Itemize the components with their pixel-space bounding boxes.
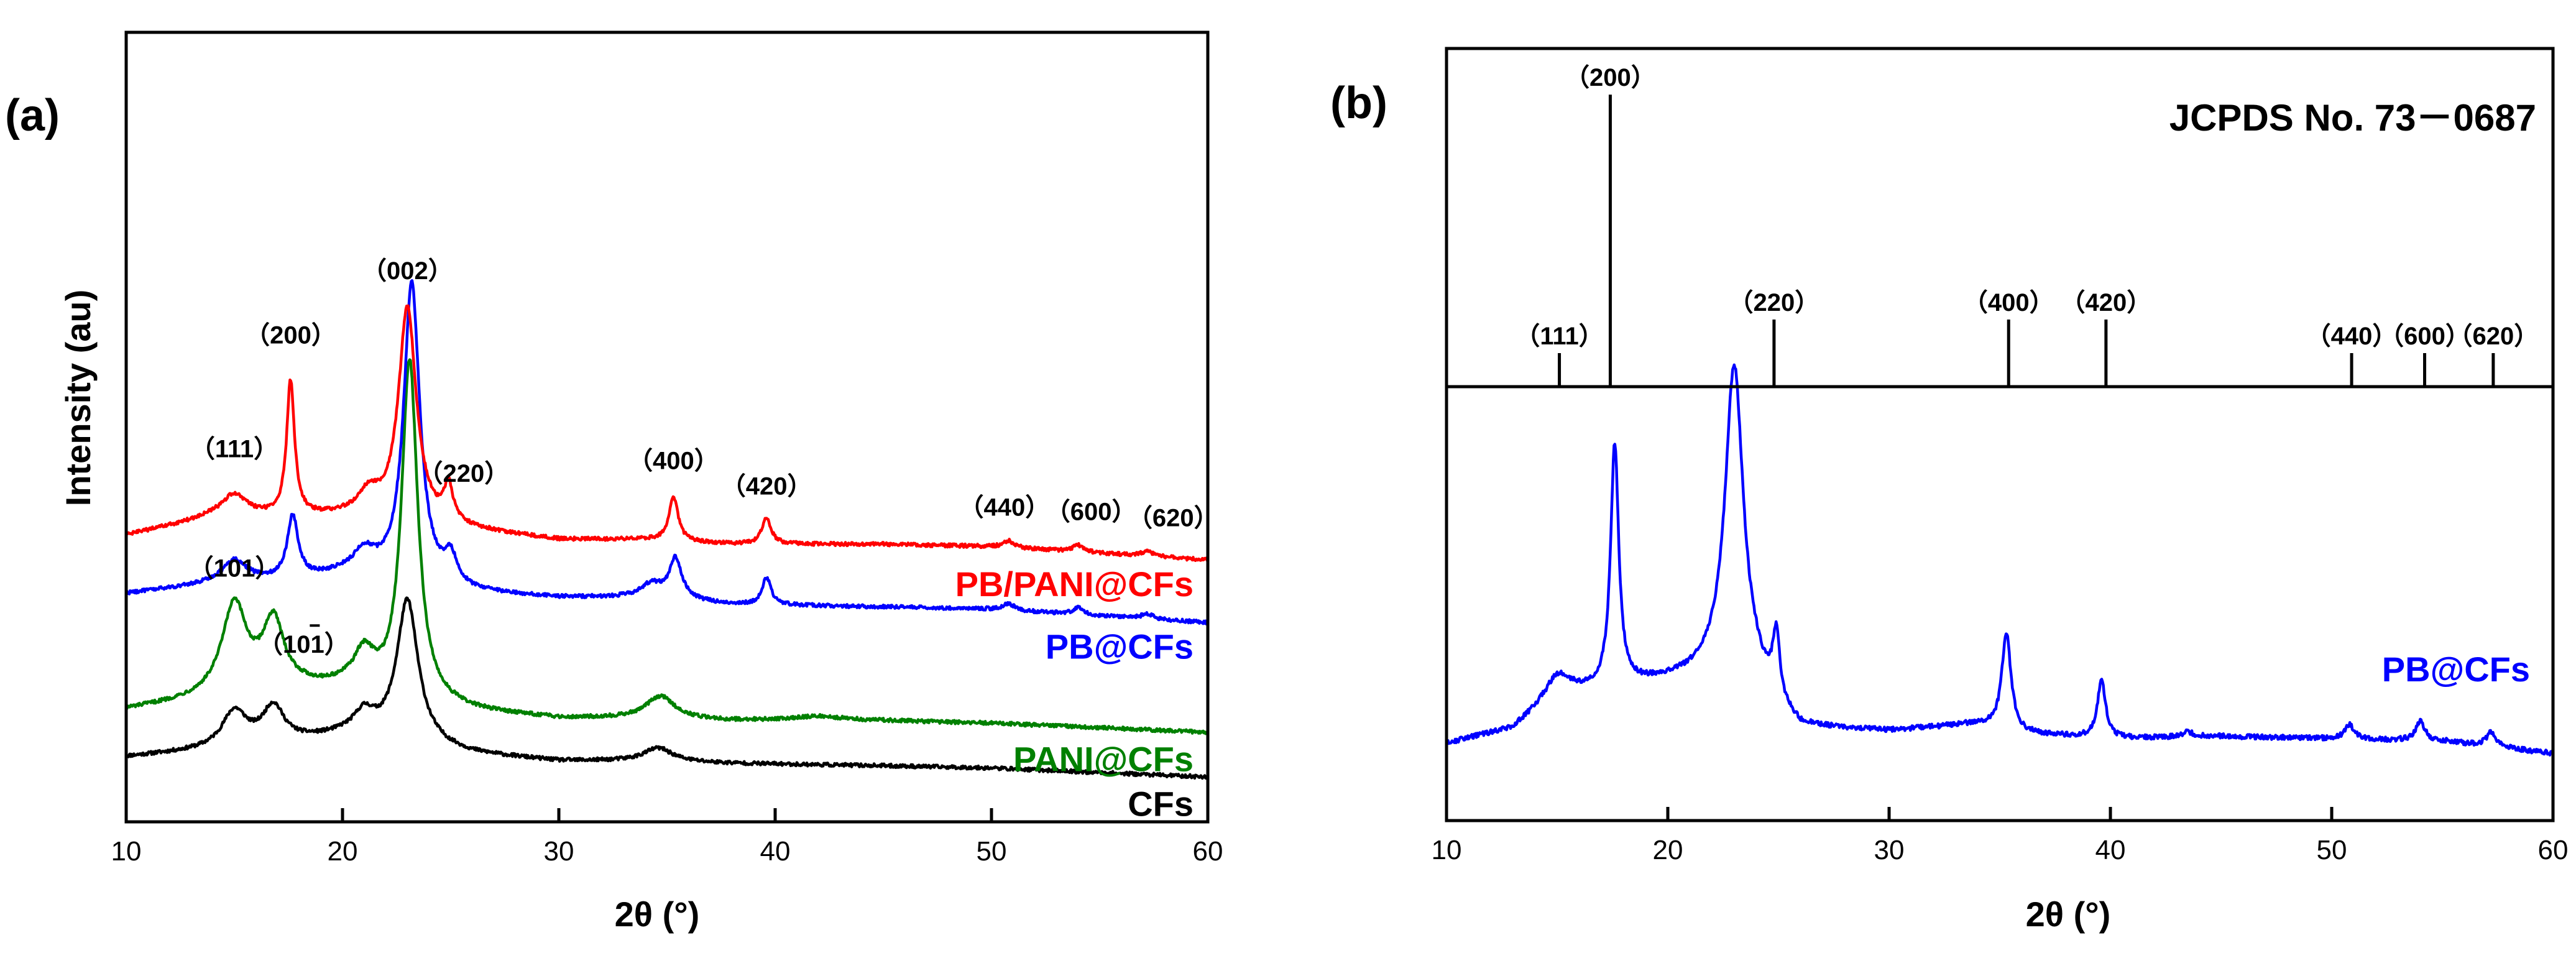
series-line-pb-cfs: [124, 279, 1209, 626]
peak-label: （200）: [245, 321, 336, 349]
series-line-cfs: [125, 596, 1210, 780]
series-line-pb-pani-cfs: [125, 304, 1209, 563]
series-label: CFs: [1128, 785, 1194, 824]
panel-a-peak-labels: （111） （200） （002） （220） （400）（420） （440）（600）…: [189, 257, 1219, 658]
x-tick-label: 40: [760, 836, 791, 867]
panel-b-series-labels: PB@CFs: [2382, 650, 2530, 689]
series-line-pb-cfs: [1445, 363, 2554, 757]
panel-b-curves: [1445, 363, 2554, 757]
series-label: PB/PANI@CFs: [955, 564, 1194, 604]
peak-label: （400）: [628, 448, 719, 475]
panel-b-x-axis-title: 2θ (°): [2026, 895, 2111, 934]
peak-label: （420）: [721, 473, 812, 500]
reference-hkl-label: （200）: [1565, 64, 1656, 91]
reference-hkl-label: （420）: [2061, 289, 2152, 316]
peak-label: （101）: [258, 631, 349, 658]
series-line-pani-cfs: [125, 358, 1209, 735]
series-label: PB@CFs: [1046, 627, 1194, 666]
panel-a-y-axis-title: Intensity (au): [58, 290, 98, 506]
series-label: PB@CFs: [2382, 650, 2530, 689]
x-tick-label: 30: [1874, 835, 1905, 865]
panel-b: (b) 2θ (°) JCPDS No. 73－0687 10 20 30 40 50 6…: [1330, 47, 2569, 934]
panel-a-x-ticks: 10 20 30 40 50 60: [111, 808, 1223, 867]
reference-hkl-label: （620）: [2448, 323, 2539, 350]
panel-a-label: (a): [5, 91, 60, 140]
peak-label: （440）: [959, 494, 1051, 522]
x-tick-label: 60: [1193, 836, 1223, 867]
reference-hkl-label: （111）: [1515, 323, 1603, 350]
panel-b-x-ticks: 10 20 30 40 50 60: [1432, 807, 2569, 865]
panel-b-label: (b): [1330, 78, 1387, 128]
x-tick-label: 20: [1653, 835, 1683, 865]
panel-a-curves: [124, 279, 1210, 780]
peak-label: （111）: [190, 436, 278, 463]
reference-pattern-title: JCPDS No. 73－0687: [2169, 97, 2536, 139]
x-tick-label: 10: [111, 836, 142, 867]
peak-label: （101）: [189, 555, 280, 582]
peak-label: （220）: [418, 460, 510, 487]
x-tick-label: 30: [544, 836, 574, 867]
x-tick-label: 40: [2095, 835, 2126, 865]
x-tick-label: 60: [2538, 835, 2569, 865]
series-label: PANI@CFs: [1013, 739, 1194, 778]
panel-a-series-labels: PB/PANI@CFs PB@CFs PANI@CFs CFs: [955, 564, 1194, 824]
panel-a-x-axis-title: 2θ (°): [615, 895, 700, 934]
reference-hkl-label: （600）: [2379, 323, 2470, 350]
reference-hkl-label: （440）: [2306, 323, 2398, 350]
reference-hkl-label: （220）: [1729, 289, 1820, 316]
peak-label: （620）: [1128, 504, 1219, 532]
x-tick-label: 20: [328, 836, 358, 867]
reference-hkl-label: （400）: [1963, 289, 2054, 316]
peak-label: （002）: [362, 257, 453, 285]
panel-a: (a) Intensity (au) 2θ (°) 10 20 30 40 50 60 （…: [5, 30, 1223, 934]
x-tick-label: 10: [1432, 835, 1462, 865]
reference-lines: （111） （200） （220） （400） （420） （440）（600）（620）: [1515, 64, 2539, 387]
x-tick-label: 50: [2317, 835, 2347, 865]
x-tick-label: 50: [977, 836, 1007, 867]
peak-label: （600）: [1046, 498, 1137, 525]
panel-b-plot-frame: [1445, 47, 2555, 822]
panel-a-plot-frame: [124, 30, 1210, 824]
